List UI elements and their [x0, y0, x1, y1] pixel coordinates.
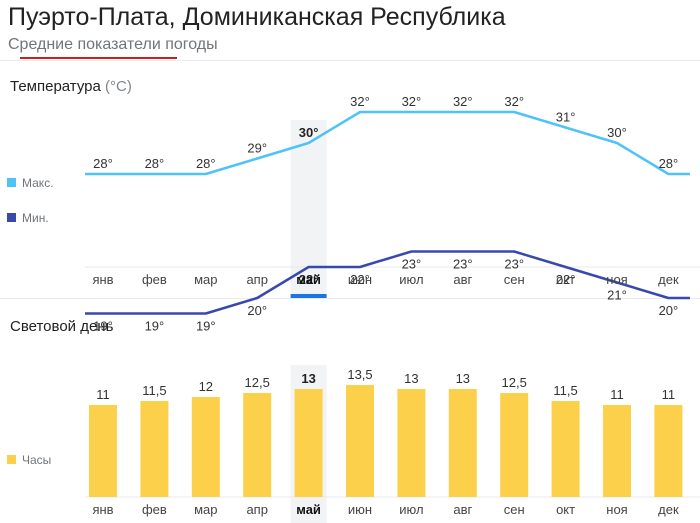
max-temp-label: 28°: [196, 156, 216, 171]
daylight-bar: [243, 393, 272, 497]
subtitle-underline: [20, 57, 177, 59]
daylight-month-label: окт: [556, 502, 575, 517]
max-temp-line: [85, 110, 690, 176]
daylight-month-label: дек: [658, 502, 679, 517]
min-temp-label: 23°: [402, 257, 422, 272]
temperature-title: Температура: [10, 78, 101, 95]
tab-month-9[interactable]: сен: [504, 272, 525, 287]
daylight-bar: [654, 405, 683, 497]
tab-month-6[interactable]: июн: [348, 272, 372, 287]
max-temp-label: 32°: [453, 94, 473, 109]
daylight-bar: [603, 405, 631, 497]
min-temp-label: 23°: [504, 257, 524, 272]
max-temp-label: 31°: [556, 110, 576, 125]
daylight-bar-label: 11: [96, 387, 110, 402]
max-temp-label: 28°: [145, 156, 165, 171]
daylight-bar: [397, 389, 426, 497]
min-temp-label: 19°: [93, 319, 113, 334]
page-subtitle: Средние показатели погоды: [8, 36, 218, 53]
min-temp-label: 21°: [607, 288, 627, 303]
daylight-bar: [346, 385, 374, 497]
daylight-bar: [89, 405, 117, 497]
max-temp-label: 28°: [659, 156, 679, 171]
daylight-month-label: сен: [504, 502, 525, 517]
max-temp-label: 32°: [402, 94, 422, 109]
max-temp-label: 32°: [504, 94, 524, 109]
min-temp-label: 19°: [145, 319, 165, 334]
daylight-bar-label: 13: [456, 371, 470, 386]
tab-month-2[interactable]: фев: [142, 272, 167, 287]
tab-month-3[interactable]: мар: [194, 272, 217, 287]
daylight-bar-label: 12,5: [502, 375, 527, 390]
tab-month-7[interactable]: июл: [399, 272, 423, 287]
section-divider: [0, 298, 700, 299]
min-temp-label: 22°: [556, 272, 576, 287]
temperature-unit: (°C): [105, 78, 132, 95]
daylight-month-label: ноя: [606, 502, 627, 517]
min-temp-label: 20°: [247, 303, 267, 318]
daylight-bar-label: 11: [662, 387, 676, 402]
selected-month-indicator: [290, 294, 327, 298]
daylight-month-label: июн: [348, 502, 372, 517]
daylight-month-label: мар: [194, 502, 217, 517]
max-temp-label: 28°: [93, 156, 113, 171]
max-temp-label: 29°: [247, 141, 267, 156]
min-legend-swatch: [7, 213, 16, 222]
min-temp-label: 19°: [196, 319, 216, 334]
daylight-bar-label: 13: [404, 371, 418, 386]
daylight-month-label: июл: [399, 502, 423, 517]
tab-month-11[interactable]: ноя: [606, 272, 627, 287]
daylight-bar: [500, 393, 529, 497]
tab-month-8[interactable]: авг: [453, 272, 472, 287]
daylight-bar: [140, 401, 169, 497]
tab-month-5[interactable]: май: [296, 272, 321, 287]
header-divider: [0, 60, 700, 61]
daylight-bar-label: 11,5: [553, 383, 577, 398]
min-temp-label: 22°: [299, 272, 319, 287]
max-temp-label: 30°: [299, 125, 319, 140]
max-legend-label: Макс.: [22, 176, 54, 190]
daylight-month-label: май: [296, 502, 321, 517]
daylight-month-label: апр: [246, 502, 268, 517]
hours-legend-label: Часы: [22, 453, 51, 467]
daylight-month-label: янв: [92, 502, 113, 517]
max-temp-label: 32°: [350, 94, 370, 109]
daylight-bar-label: 11,5: [142, 383, 166, 398]
tab-month-10[interactable]: окт: [556, 272, 575, 287]
hours-legend-swatch: [7, 455, 16, 464]
temperature-section-title: Температура (°C): [10, 78, 132, 95]
min-temp-label: 22°: [350, 272, 370, 287]
min-legend-label: Мин.: [22, 211, 49, 225]
daylight-bar-label: 13,5: [347, 367, 372, 382]
tab-month-12[interactable]: дек: [658, 272, 679, 287]
daylight-section-title: Световой день: [10, 318, 113, 335]
daylight-bar: [448, 389, 477, 497]
daylight-title: Световой день: [10, 318, 114, 335]
tab-month-1[interactable]: янв: [92, 272, 113, 287]
daylight-bar-label: 12,5: [245, 375, 270, 390]
daylight-bar-label: 11: [610, 387, 624, 402]
daylight-bar: [294, 389, 323, 497]
tab-month-4[interactable]: апр: [246, 272, 268, 287]
daylight-bar-label: 12: [199, 379, 213, 394]
min-temp-line: [85, 250, 690, 315]
daylight-bar: [551, 401, 580, 497]
daylight-month-label: авг: [453, 502, 472, 517]
page-title: Пуэрто-Плата, Доминиканская Республика: [8, 3, 506, 31]
max-temp-label: 30°: [607, 125, 627, 140]
min-temp-label: 20°: [659, 303, 679, 318]
min-temp-label: 23°: [453, 257, 473, 272]
daylight-bar-label: 13: [301, 371, 315, 386]
daylight-bar: [191, 397, 220, 497]
max-legend-swatch: [7, 178, 16, 187]
daylight-month-label: фев: [142, 502, 167, 517]
